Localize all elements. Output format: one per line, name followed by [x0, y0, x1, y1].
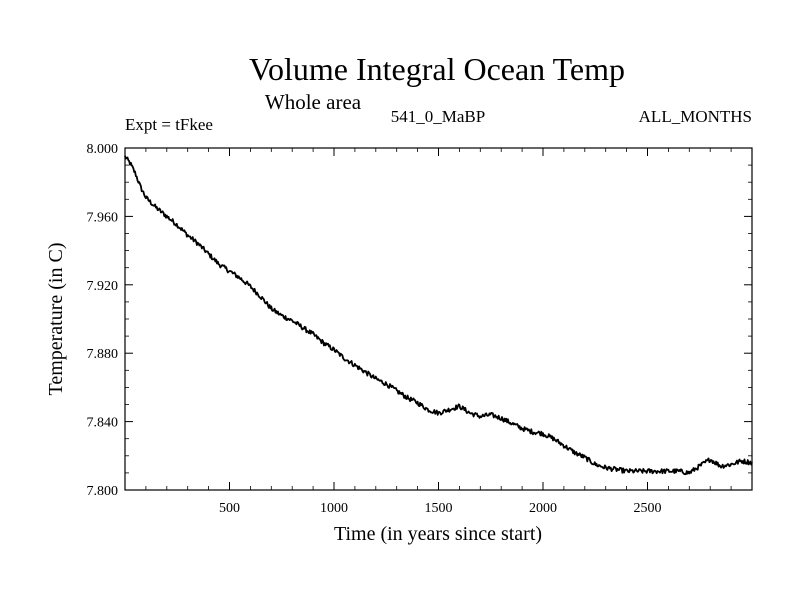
temperature-series-line: [124, 155, 753, 476]
x-tick-label: 2500: [634, 501, 662, 516]
y-tick-label: 7.920: [87, 279, 119, 294]
x-axis: 500 1000 1500 2000 2500: [145, 148, 732, 516]
chart-subtitle: Whole area: [265, 90, 362, 114]
x-tick-label: 1000: [320, 501, 348, 516]
x-tick-label: 2000: [529, 501, 557, 516]
chart-title: Volume Integral Ocean Temp: [249, 51, 625, 87]
x-tick-label: 1500: [425, 501, 453, 516]
annotation-left: Expt = tFkee: [125, 115, 213, 134]
annotation-right: ALL_MONTHS: [639, 107, 752, 126]
y-tick-label: 8.000: [87, 142, 119, 157]
y-tick-label: 7.800: [87, 484, 119, 499]
y-tick-label: 7.880: [87, 347, 119, 362]
x-tick-label: 500: [219, 501, 240, 516]
y-tick-label: 7.960: [87, 210, 119, 225]
annotation-center: 541_0_MaBP: [391, 107, 485, 126]
y-axis: 7.800 7.840 7.880 7.920 7.960 8.000: [87, 142, 752, 499]
plot-area: 500 1000 1500 2000 2500 7.800 7.840 7.880 7.920…: [87, 142, 753, 516]
y-tick-label: 7.840: [87, 416, 119, 431]
plot-frame: [124, 147, 753, 491]
y-axis-label: Temperature (in C): [45, 243, 67, 396]
x-axis-label: Time (in years since start): [334, 523, 542, 545]
